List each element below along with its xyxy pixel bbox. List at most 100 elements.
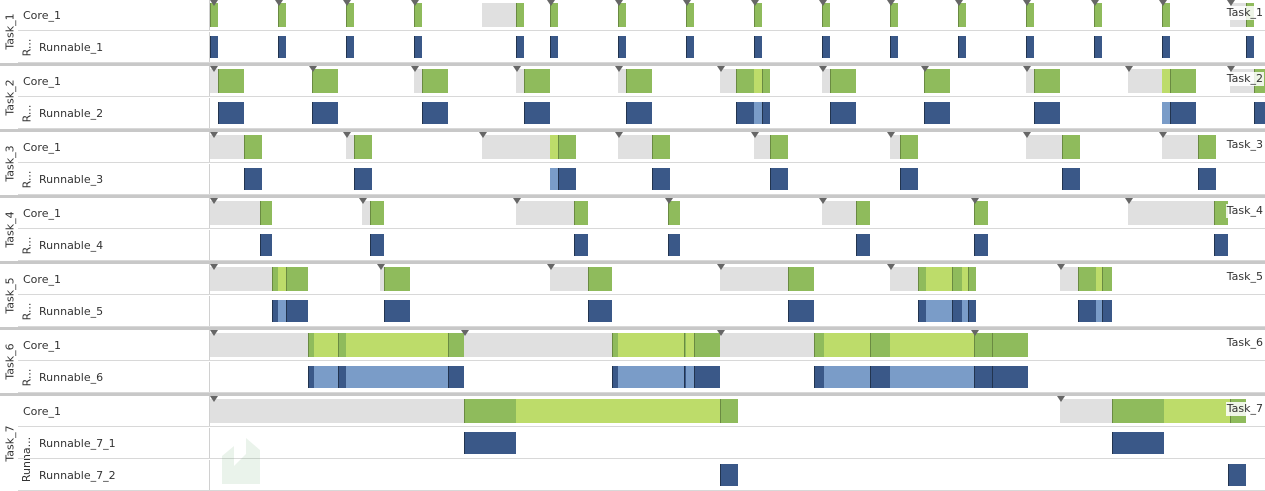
runnable-segment[interactable] xyxy=(1162,36,1170,58)
execution-segment[interactable] xyxy=(1162,69,1170,93)
runnable-segment[interactable] xyxy=(1062,168,1080,190)
execution-segment[interactable] xyxy=(1162,135,1198,159)
execution-segment[interactable] xyxy=(1078,267,1096,291)
runnable-segment[interactable] xyxy=(992,366,1028,388)
execution-segment[interactable] xyxy=(414,333,448,357)
execution-segment[interactable] xyxy=(788,267,814,291)
runnable-segment[interactable] xyxy=(626,102,652,124)
runnable-segment[interactable] xyxy=(612,366,618,388)
runnable-segment[interactable] xyxy=(618,36,626,58)
execution-segment[interactable] xyxy=(550,267,588,291)
execution-segment[interactable] xyxy=(952,267,962,291)
execution-segment[interactable] xyxy=(260,201,272,225)
runnable-segment[interactable] xyxy=(918,300,926,322)
runnable-segment[interactable] xyxy=(370,234,384,256)
execution-segment[interactable] xyxy=(900,135,918,159)
execution-segment[interactable] xyxy=(1094,3,1102,27)
runnable-segment[interactable] xyxy=(422,102,448,124)
runnable-segment[interactable] xyxy=(968,300,976,322)
execution-segment[interactable] xyxy=(380,267,384,291)
execution-segment[interactable] xyxy=(278,267,286,291)
core-timeline[interactable]: Task_1 xyxy=(209,0,1265,30)
execution-segment[interactable] xyxy=(814,333,824,357)
execution-segment[interactable] xyxy=(968,267,976,291)
execution-segment[interactable] xyxy=(354,135,372,159)
execution-segment[interactable] xyxy=(762,69,770,93)
runnable-segment[interactable] xyxy=(814,366,824,388)
runnable-segment[interactable] xyxy=(338,366,346,388)
execution-segment[interactable] xyxy=(1170,69,1196,93)
core-row-label[interactable]: Core_1 xyxy=(23,405,61,418)
runnable-segment[interactable] xyxy=(550,168,558,190)
execution-segment[interactable] xyxy=(346,333,414,357)
runnable-segment[interactable] xyxy=(1078,300,1096,322)
runnable-row-label[interactable]: Runnable_3 xyxy=(39,173,104,186)
runnable-segment[interactable] xyxy=(1096,300,1102,322)
runnable-row-label[interactable]: Runnable_1 xyxy=(39,41,104,54)
runnable-segment[interactable] xyxy=(414,36,422,58)
runnable-segment[interactable] xyxy=(754,36,762,58)
runnable-segment[interactable] xyxy=(856,234,870,256)
runnable-segment[interactable] xyxy=(278,36,286,58)
execution-segment[interactable] xyxy=(1112,399,1164,423)
runnable-segment[interactable] xyxy=(762,102,770,124)
group-separator[interactable] xyxy=(0,261,1265,264)
runnable-segment[interactable] xyxy=(830,102,856,124)
execution-segment[interactable] xyxy=(362,201,370,225)
runnable-timeline[interactable] xyxy=(209,32,1265,62)
execution-segment[interactable] xyxy=(1128,201,1214,225)
execution-segment[interactable] xyxy=(448,333,464,357)
runnable-segment[interactable] xyxy=(574,234,588,256)
execution-segment[interactable] xyxy=(1128,69,1162,93)
runnable-segment[interactable] xyxy=(958,36,966,58)
execution-segment[interactable] xyxy=(272,267,278,291)
runnable-segment[interactable] xyxy=(824,366,870,388)
runnable-segment[interactable] xyxy=(974,234,988,256)
runnable-segment[interactable] xyxy=(516,36,524,58)
execution-segment[interactable] xyxy=(1026,135,1062,159)
runnable-segment[interactable] xyxy=(694,366,720,388)
runnable-segment[interactable] xyxy=(788,300,814,322)
execution-segment[interactable] xyxy=(210,3,218,27)
runnable-segment[interactable] xyxy=(308,366,314,388)
execution-segment[interactable] xyxy=(588,267,612,291)
runnable-segment[interactable] xyxy=(1102,300,1112,322)
execution-segment[interactable] xyxy=(1026,3,1034,27)
execution-segment[interactable] xyxy=(210,201,260,225)
runnable-segment[interactable] xyxy=(1026,36,1034,58)
runnable-segment[interactable] xyxy=(736,102,754,124)
execution-segment[interactable] xyxy=(918,267,926,291)
runnable-segment[interactable] xyxy=(900,168,918,190)
execution-segment[interactable] xyxy=(754,135,770,159)
runnable-segment[interactable] xyxy=(260,234,272,256)
execution-segment[interactable] xyxy=(516,201,574,225)
execution-segment[interactable] xyxy=(516,3,524,27)
execution-segment[interactable] xyxy=(1214,201,1228,225)
runnable-segment[interactable] xyxy=(952,300,962,322)
execution-segment[interactable] xyxy=(824,333,870,357)
runnable-row-label[interactable]: Runnable_2 xyxy=(39,107,104,120)
runnable-timeline[interactable] xyxy=(209,164,1265,194)
runnable-timeline[interactable] xyxy=(209,296,1265,326)
execution-segment[interactable] xyxy=(550,3,558,27)
runnable-segment[interactable] xyxy=(890,366,974,388)
core-row-label[interactable]: Core_1 xyxy=(23,75,61,88)
execution-segment[interactable] xyxy=(962,267,968,291)
core-row-label[interactable]: Core_1 xyxy=(23,339,61,352)
execution-segment[interactable] xyxy=(308,333,314,357)
runnable-segment[interactable] xyxy=(1214,234,1228,256)
core-timeline[interactable]: Task_5 xyxy=(209,264,1265,294)
group-separator[interactable] xyxy=(0,63,1265,66)
runnable-segment[interactable] xyxy=(1162,102,1170,124)
runnable-segment[interactable] xyxy=(346,36,354,58)
runnable-timeline[interactable] xyxy=(209,230,1265,260)
execution-segment[interactable] xyxy=(210,135,244,159)
execution-segment[interactable] xyxy=(652,135,670,159)
runnable-segment[interactable] xyxy=(1034,102,1060,124)
runnable-segment[interactable] xyxy=(618,366,684,388)
execution-segment[interactable] xyxy=(278,3,286,27)
group-separator[interactable] xyxy=(0,195,1265,198)
execution-segment[interactable] xyxy=(1198,135,1216,159)
group-separator[interactable] xyxy=(0,129,1265,132)
runnable-segment[interactable] xyxy=(890,36,898,58)
